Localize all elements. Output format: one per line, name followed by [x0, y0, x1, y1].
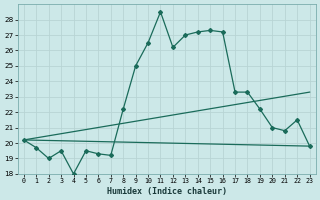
X-axis label: Humidex (Indice chaleur): Humidex (Indice chaleur) [107, 187, 227, 196]
